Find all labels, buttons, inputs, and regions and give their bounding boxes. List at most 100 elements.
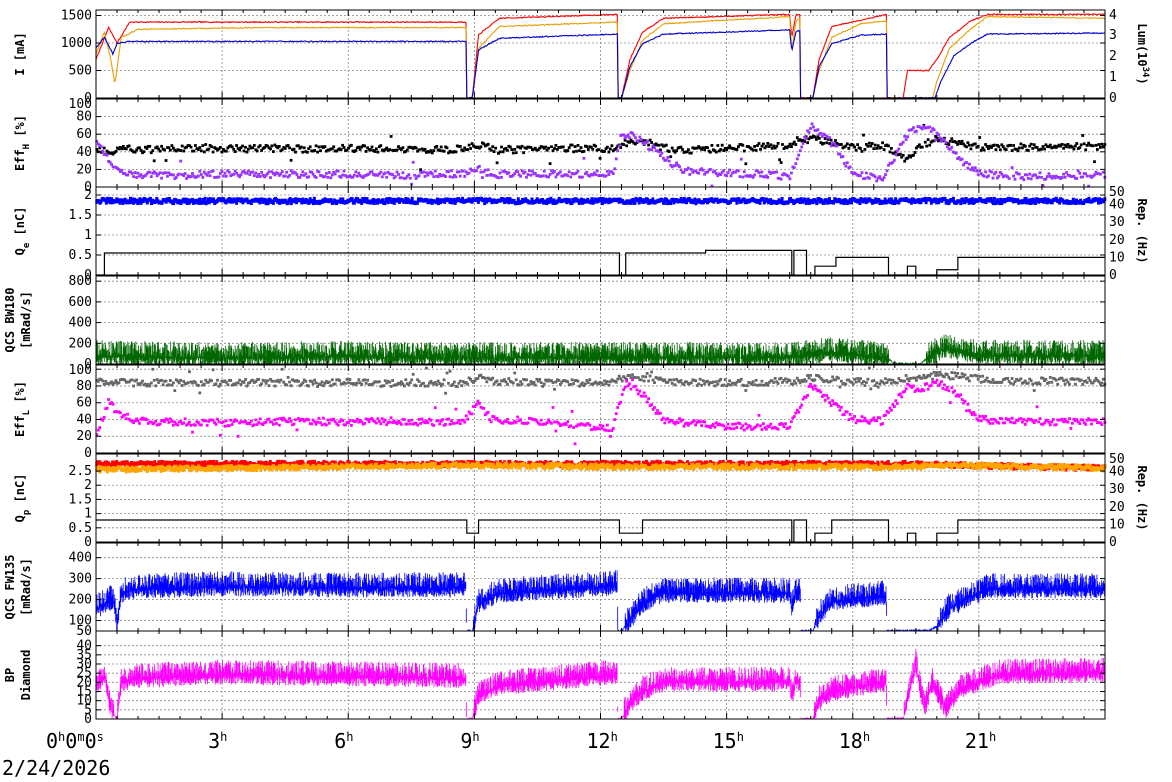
- data-point: [202, 382, 206, 386]
- data-point: [288, 197, 292, 202]
- data-point: [767, 381, 771, 384]
- data-point: [953, 371, 957, 375]
- data-point: [781, 173, 784, 177]
- data-point: [417, 380, 421, 383]
- data-point: [347, 381, 350, 385]
- data-point: [782, 379, 786, 382]
- data-point: [161, 460, 165, 465]
- data-point: [435, 145, 439, 148]
- data-point: [606, 380, 609, 383]
- data-point: [684, 422, 687, 426]
- data-point: [888, 378, 892, 382]
- data-point: [238, 148, 241, 152]
- data-point: [448, 149, 452, 153]
- data-point: [110, 163, 113, 166]
- data-point: [1096, 378, 1099, 382]
- data-point: [245, 197, 249, 202]
- data-point: [1004, 148, 1008, 152]
- data-point: [641, 139, 645, 142]
- data-point: [610, 144, 614, 148]
- y2-tick-label: 0: [1109, 268, 1117, 283]
- data-point: [631, 197, 635, 202]
- data-point: [550, 421, 553, 425]
- data-point: [919, 389, 923, 393]
- data-point: [909, 376, 912, 380]
- data-point: [383, 418, 387, 422]
- data-point: [1082, 421, 1086, 425]
- data-point: [582, 156, 586, 160]
- data-point: [369, 170, 372, 174]
- data-point: [709, 381, 712, 384]
- data-point: [890, 147, 893, 150]
- data-point: [208, 174, 212, 178]
- data-point: [326, 418, 330, 422]
- data-point: [963, 200, 967, 205]
- data-point: [704, 171, 708, 174]
- data-point: [330, 378, 334, 382]
- data-point: [188, 420, 191, 424]
- data-point: [133, 171, 137, 174]
- data-point: [129, 148, 133, 152]
- data-point: [585, 422, 589, 426]
- data-point: [631, 373, 634, 377]
- data-point: [719, 377, 723, 381]
- data-point: [720, 170, 724, 174]
- data-point: [370, 145, 374, 149]
- data-point: [1079, 143, 1083, 147]
- data-point: [638, 378, 642, 382]
- data-point: [669, 378, 673, 382]
- data-point: [132, 461, 136, 466]
- data-point: [900, 379, 904, 383]
- data-point: [725, 174, 728, 178]
- data-point: [232, 382, 236, 386]
- data-point: [1094, 143, 1098, 147]
- series-luminosity: [95, 28, 1106, 99]
- data-point: [1003, 421, 1007, 425]
- data-point: [931, 380, 934, 384]
- data-point: [1087, 184, 1090, 188]
- data-point: [158, 422, 162, 426]
- data-point: [113, 460, 117, 465]
- data-point: [391, 421, 394, 424]
- data-point: [230, 383, 234, 387]
- data-point: [298, 146, 302, 150]
- data-point: [971, 413, 974, 416]
- data-point: [1044, 177, 1048, 181]
- data-point: [438, 149, 442, 152]
- data-point: [501, 421, 505, 425]
- data-point: [241, 144, 244, 148]
- data-point: [361, 144, 365, 147]
- data-point: [600, 201, 604, 206]
- data-point: [842, 382, 846, 385]
- data-point: [104, 380, 108, 383]
- data-point: [148, 144, 152, 148]
- data-point: [378, 172, 381, 176]
- data-point: [355, 417, 359, 421]
- data-point: [1087, 196, 1091, 201]
- data-point: [651, 408, 655, 411]
- data-point: [772, 144, 776, 148]
- data-point: [637, 200, 641, 205]
- data-point: [269, 378, 272, 381]
- data-point: [327, 148, 331, 152]
- data-point: [976, 145, 980, 148]
- data-point: [405, 148, 409, 152]
- data-point: [358, 174, 362, 177]
- data-point: [1081, 134, 1085, 137]
- data-point: [1044, 419, 1048, 423]
- data-point: [847, 418, 851, 421]
- data-point: [926, 126, 930, 130]
- data-point: [881, 422, 884, 425]
- data-point: [1038, 382, 1042, 386]
- data-point: [807, 385, 811, 388]
- data-point: [511, 421, 515, 425]
- data-point: [569, 424, 573, 428]
- data-point: [200, 460, 204, 465]
- data-point: [1076, 169, 1080, 173]
- y-tick-label: 200: [69, 336, 92, 351]
- data-point: [488, 418, 492, 422]
- data-point: [673, 164, 677, 167]
- data-point: [1059, 376, 1062, 380]
- data-point: [993, 381, 996, 384]
- data-point: [305, 150, 309, 154]
